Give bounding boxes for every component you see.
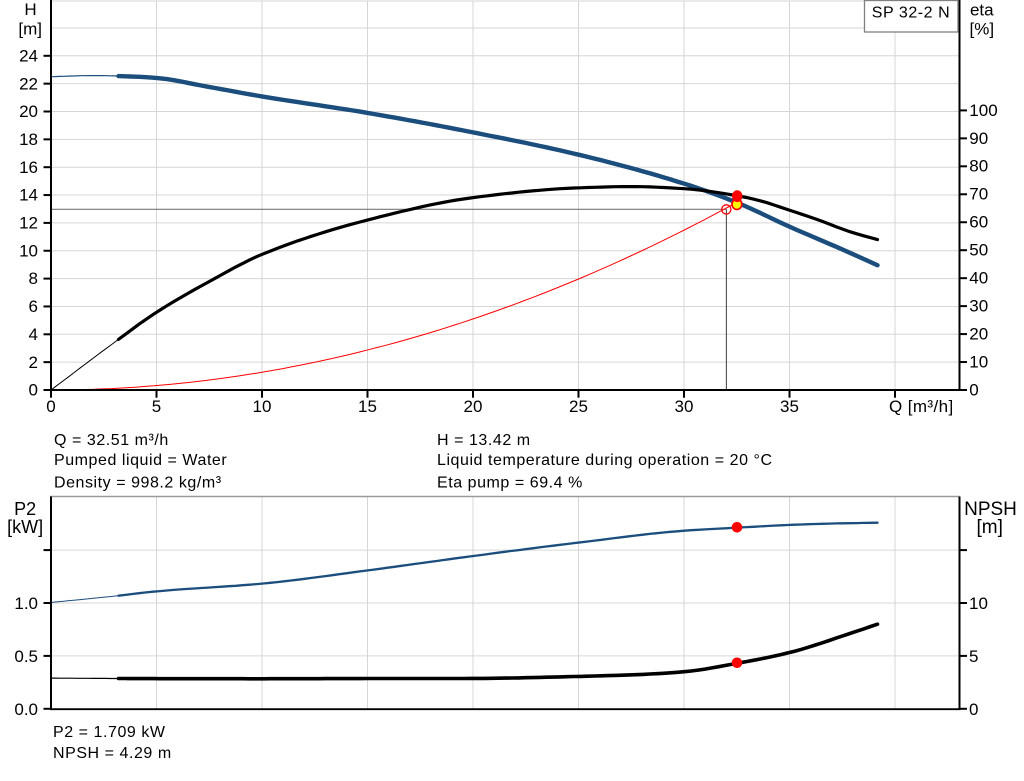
svg-text:22: 22	[19, 74, 38, 93]
svg-text:Q = 32.51 m³/h: Q = 32.51 m³/h	[54, 432, 169, 449]
svg-text:0.5: 0.5	[14, 647, 38, 666]
svg-text:[kW]: [kW]	[7, 517, 43, 537]
svg-text:0.0: 0.0	[14, 700, 38, 719]
svg-text:0: 0	[969, 380, 978, 399]
svg-text:16: 16	[19, 158, 38, 177]
svg-text:Liquid temperature during oper: Liquid temperature during operation = 20…	[437, 452, 773, 469]
svg-text:[m]: [m]	[18, 20, 42, 39]
svg-text:1.0: 1.0	[14, 594, 38, 613]
svg-text:eta: eta	[970, 0, 994, 19]
svg-text:5: 5	[969, 647, 978, 666]
svg-text:6: 6	[29, 297, 38, 316]
svg-text:10: 10	[19, 241, 38, 260]
svg-text:SP 32-2 N: SP 32-2 N	[872, 4, 950, 21]
svg-text:Density = 998.2 kg/m³: Density = 998.2 kg/m³	[54, 475, 222, 492]
svg-text:H = 13.42 m: H = 13.42 m	[437, 432, 531, 449]
svg-text:24: 24	[19, 46, 38, 65]
svg-text:10: 10	[969, 352, 988, 371]
svg-text:NPSH = 4.29 m: NPSH = 4.29 m	[53, 745, 172, 762]
svg-text:20: 20	[969, 324, 988, 343]
svg-text:80: 80	[969, 157, 988, 176]
svg-text:70: 70	[969, 185, 988, 204]
svg-text:H: H	[24, 0, 36, 19]
svg-text:25: 25	[569, 397, 588, 416]
svg-text:14: 14	[19, 186, 38, 205]
svg-text:35: 35	[780, 397, 799, 416]
svg-text:10: 10	[969, 594, 988, 613]
svg-text:2: 2	[29, 353, 38, 372]
svg-text:[m]: [m]	[977, 517, 1003, 538]
svg-text:18: 18	[19, 130, 38, 149]
svg-text:15: 15	[358, 397, 377, 416]
svg-text:20: 20	[19, 102, 38, 121]
svg-text:50: 50	[969, 241, 988, 260]
svg-text:P2: P2	[14, 499, 36, 519]
svg-text:4: 4	[29, 325, 38, 344]
svg-text:10: 10	[253, 397, 272, 416]
svg-text:NPSH: NPSH	[964, 499, 1017, 520]
svg-text:[%]: [%]	[970, 19, 995, 38]
svg-text:Eta pump = 69.4 %: Eta pump = 69.4 %	[437, 475, 583, 492]
svg-text:12: 12	[19, 214, 38, 233]
svg-text:30: 30	[675, 397, 694, 416]
svg-text:90: 90	[969, 129, 988, 148]
svg-text:Pumped liquid = Water: Pumped liquid = Water	[54, 452, 227, 469]
svg-text:Q [m³/h]: Q [m³/h]	[889, 397, 954, 416]
svg-text:20: 20	[464, 397, 483, 416]
svg-text:P2 = 1.709 kW: P2 = 1.709 kW	[53, 724, 166, 741]
svg-text:0: 0	[29, 381, 38, 400]
svg-text:40: 40	[969, 269, 988, 288]
svg-text:100: 100	[969, 101, 997, 120]
svg-text:0: 0	[46, 397, 55, 416]
svg-text:60: 60	[969, 213, 988, 232]
svg-text:8: 8	[29, 269, 38, 288]
svg-text:5: 5	[152, 397, 161, 416]
svg-text:0: 0	[969, 700, 978, 719]
svg-text:30: 30	[969, 297, 988, 316]
